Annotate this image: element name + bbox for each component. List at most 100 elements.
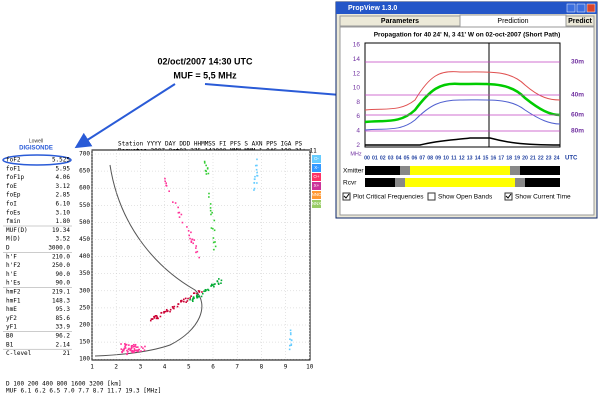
echo-dot [155,315,158,317]
echo-dot [196,250,199,253]
echo-dot [173,305,176,308]
echo-dot [200,295,203,298]
echo-dot [155,317,158,320]
close-button[interactable] [586,3,596,13]
echo-dot [204,169,207,172]
echo-dot [177,211,180,214]
hour-label: 02 [380,155,386,161]
echo-dot [156,317,159,320]
hour-label: 21 [530,155,536,161]
echo-dot [140,346,143,348]
fot-curve [364,82,561,124]
y-tick-label: 200 [79,322,90,329]
minimize-button[interactable] [566,3,576,13]
echo-dot [208,196,210,198]
y-tick-label: 350 [79,270,90,277]
echo-dot [193,292,196,294]
echo-dot [172,307,174,309]
checkbox[interactable] [504,192,513,201]
param-name: C-level [6,350,32,357]
echo-dot [186,300,189,302]
propview-window: PropView 1.3.0 Parameters Prediction Pre… [335,1,598,219]
x-tick-label: 7 [235,364,239,371]
echo-dot [209,203,212,205]
echo-dot [212,284,214,286]
y-tick-label: 600 [79,185,90,192]
y-tick-label: 500 [79,219,90,226]
echo-dot [120,348,123,350]
hour-label: 06 [412,155,418,161]
echo-dot [189,298,191,301]
hour-label: 23 [546,155,552,161]
echo-dot [206,167,209,170]
echo-dot [136,349,138,351]
param-value: 90.0 [56,280,71,287]
echo-dot [181,300,183,302]
tab[interactable] [565,15,595,27]
echo-dot [204,290,207,292]
echo-dot [165,308,168,311]
echo-dot [195,295,198,298]
echo-dot [187,229,190,232]
echo-dot [160,311,163,314]
maximize-button[interactable] [576,3,586,13]
echo-dot [253,187,256,190]
param-name: foF2 [6,157,21,164]
param-value: 19.34 [52,227,70,234]
checkbox[interactable] [342,192,351,201]
echo-dot [290,339,293,342]
param-value: 4.06 [56,174,71,181]
echo-dot [289,333,292,336]
echo-dot [136,346,139,348]
echo-dot [211,211,213,214]
echo-dot [167,310,169,312]
echo-dot [133,348,136,350]
echo-dot [134,343,137,346]
echo-dot [195,251,197,254]
y-tick-label: 14 [353,56,361,63]
y-tick-label: 6 [356,113,360,120]
echo-dot [193,239,196,241]
foF2-curve [364,99,561,131]
y-tick-label: 550 [79,202,90,209]
echo-dot [256,164,258,167]
y-tick-label: 650 [79,168,90,175]
echo-dot [149,319,152,322]
hour-label: 05 [404,155,410,161]
ionogram: Lowell DIGISONDE Station YYYY DAY DDD HH… [2,138,317,395]
hour-label: 22 [538,155,544,161]
echo-dot [134,345,136,347]
hour-label: 18 [506,155,512,161]
x-tick-label: 10 [306,364,314,371]
echo-dot [218,278,220,280]
echo-dot [210,284,213,287]
echo-dot [124,343,127,346]
echo-dot [180,300,182,302]
echo-dot [254,175,256,178]
hour-label: 16 [491,155,497,161]
echo-dot [169,308,172,311]
legend-swatch [312,182,321,190]
echo-dot [212,237,215,239]
echo-dot [289,338,291,341]
echo-dot [253,189,255,191]
echo-dot [288,348,291,351]
echo-dot [133,343,135,346]
echo-dot [131,344,134,347]
echo-dot [121,351,123,353]
echo-dot [214,241,216,243]
echo-dot [123,347,126,350]
echo-dot [216,280,219,282]
echo-dot [289,332,292,334]
y-tick-label: 150 [79,339,90,346]
echo-dot [220,282,222,285]
echo-dot [164,177,166,180]
echo-dot [173,307,175,310]
param-value: 33.9 [56,324,71,331]
legend-swatch [312,155,321,163]
echo-dot [191,299,194,301]
checkbox[interactable] [427,192,436,201]
echo-dot [192,300,194,303]
echo-dot [212,241,215,244]
param-name: yF2 [6,315,17,322]
